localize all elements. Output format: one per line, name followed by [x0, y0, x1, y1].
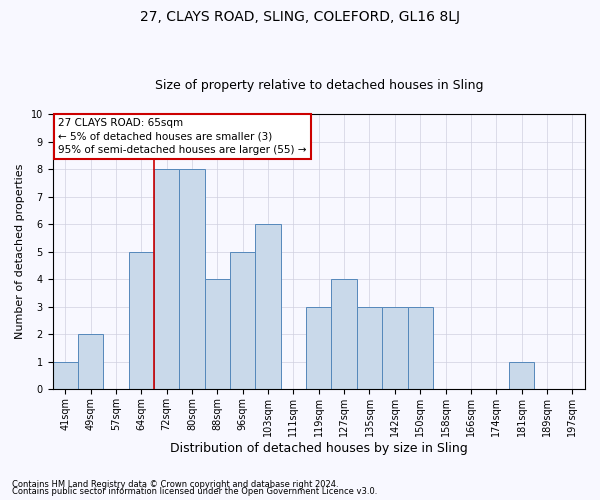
Text: 27 CLAYS ROAD: 65sqm
← 5% of detached houses are smaller (3)
95% of semi-detache: 27 CLAYS ROAD: 65sqm ← 5% of detached ho… [58, 118, 307, 154]
Text: 27, CLAYS ROAD, SLING, COLEFORD, GL16 8LJ: 27, CLAYS ROAD, SLING, COLEFORD, GL16 8L… [140, 10, 460, 24]
Bar [509, 362, 534, 390]
Bar [179, 169, 205, 390]
Bar [357, 307, 382, 390]
Bar [205, 280, 230, 390]
Bar [382, 307, 407, 390]
Y-axis label: Number of detached properties: Number of detached properties [15, 164, 25, 340]
Bar [256, 224, 281, 390]
Title: Size of property relative to detached houses in Sling: Size of property relative to detached ho… [155, 79, 483, 92]
Bar [154, 169, 179, 390]
X-axis label: Distribution of detached houses by size in Sling: Distribution of detached houses by size … [170, 442, 467, 455]
Bar [407, 307, 433, 390]
Bar [230, 252, 256, 390]
Text: Contains HM Land Registry data © Crown copyright and database right 2024.: Contains HM Land Registry data © Crown c… [12, 480, 338, 489]
Bar [128, 252, 154, 390]
Bar [78, 334, 103, 390]
Bar [331, 280, 357, 390]
Text: Contains public sector information licensed under the Open Government Licence v3: Contains public sector information licen… [12, 487, 377, 496]
Bar [53, 362, 78, 390]
Bar [306, 307, 331, 390]
